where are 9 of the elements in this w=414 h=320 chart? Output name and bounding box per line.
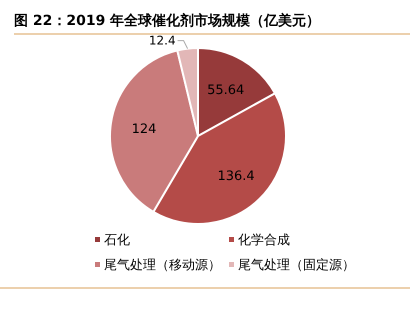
data-label: 12.4 <box>148 34 176 48</box>
legend-label: 尾气处理（固定源） <box>238 258 355 273</box>
data-label: 55.64 <box>207 82 244 98</box>
legend-label: 尾气处理（移动源） <box>104 258 221 273</box>
legend-label: 化学合成 <box>238 233 290 248</box>
data-label: 136.4 <box>217 169 255 184</box>
data-label: 124 <box>132 122 156 137</box>
legend-label: 石化 <box>104 233 130 248</box>
chart-title: 图 22：2019 年全球催化剂市场规模（亿美元） <box>14 12 320 29</box>
